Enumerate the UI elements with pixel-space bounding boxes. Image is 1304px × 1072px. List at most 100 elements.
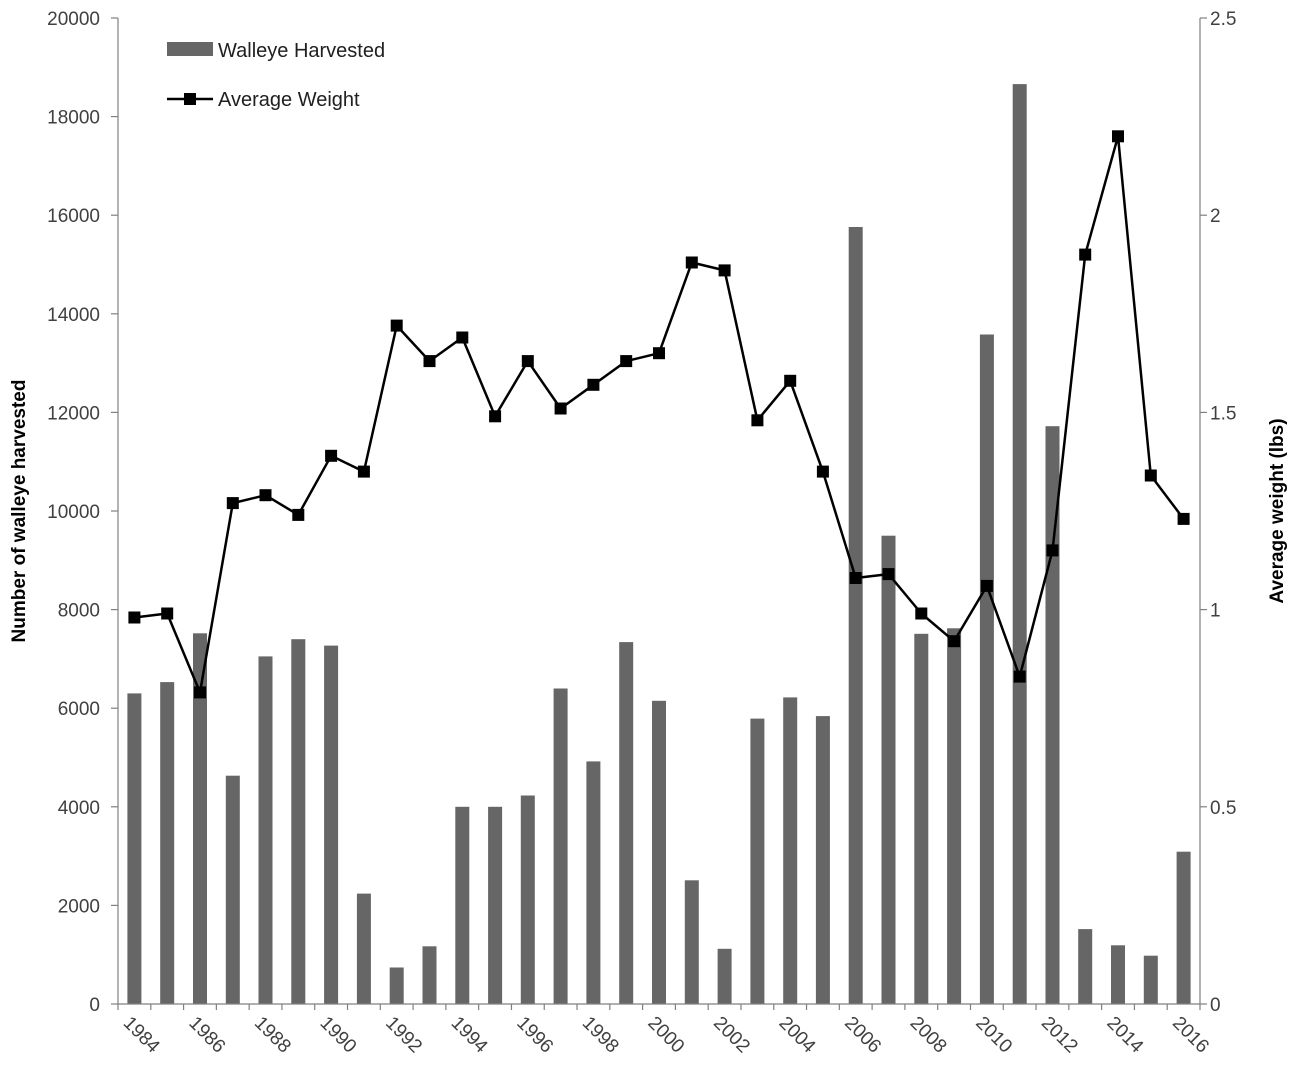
weight-point-1986 <box>194 686 206 699</box>
x-tick-label: 2008 <box>906 1013 951 1058</box>
x-tick-label: 1988 <box>250 1013 295 1058</box>
weight-point-2005 <box>816 465 829 478</box>
y-tick-label: 20000 <box>47 9 100 30</box>
y-tick-label: 18000 <box>47 108 100 129</box>
bar-1991 <box>356 893 371 1004</box>
x-tick-label: 1986 <box>184 1013 229 1058</box>
x-tick-label: 1984 <box>119 1013 164 1058</box>
weight-point-1989 <box>292 508 305 521</box>
x-tick-label: 1998 <box>578 1013 623 1058</box>
y2-axis-title: Average weight (lbs) <box>1267 418 1288 603</box>
bar-1999 <box>619 642 634 1004</box>
x-tick-label: 2004 <box>775 1013 820 1058</box>
legend-label-weight: Average Weight <box>218 89 360 111</box>
weight-point-1987 <box>226 497 239 510</box>
x-tick-label: 2016 <box>1168 1013 1213 1058</box>
bar-1985 <box>160 682 175 1004</box>
weight-point-2002 <box>718 264 731 277</box>
x-tick-label: 2002 <box>709 1013 754 1058</box>
bar-1987 <box>225 775 240 1004</box>
x-tick-label: 1990 <box>316 1013 361 1058</box>
weight-point-2009 <box>948 635 961 648</box>
bar-2009 <box>947 628 962 1004</box>
bars-layer <box>127 84 1191 1005</box>
bar-1995 <box>488 806 503 1004</box>
axes-layer <box>111 17 1207 1010</box>
bar-2004 <box>783 697 798 1004</box>
bar-2012 <box>1045 426 1060 1004</box>
y2-tick-label: 2.5 <box>1210 9 1236 30</box>
weight-point-1991 <box>357 465 370 478</box>
weight-point-2003 <box>751 414 764 427</box>
y-tick-label: 16000 <box>47 206 100 227</box>
y2-tick-label: 2 <box>1210 206 1221 227</box>
weight-point-2008 <box>915 607 928 620</box>
legend-swatch-marker <box>184 93 196 105</box>
legend: Walleye Harvested Average Weight <box>167 40 385 111</box>
x-tick-label: 1994 <box>447 1013 492 1058</box>
bar-2011 <box>1012 84 1027 1005</box>
y-tick-label: 0 <box>89 995 100 1016</box>
bar-2003 <box>750 718 765 1004</box>
weight-point-1993 <box>423 355 436 368</box>
weight-point-1997 <box>554 402 567 415</box>
y-tick-label: 4000 <box>58 798 100 819</box>
weight-point-2001 <box>685 256 698 269</box>
weight-point-1990 <box>325 449 338 462</box>
weight-point-2015 <box>1144 469 1157 482</box>
line-layer <box>128 130 1190 699</box>
bar-1986 <box>193 633 207 1004</box>
bar-2001 <box>684 880 699 1004</box>
weight-point-1996 <box>521 355 534 368</box>
x-tick-label: 2006 <box>840 1013 885 1058</box>
bar-2014 <box>1111 945 1125 1004</box>
weight-point-2014 <box>1112 130 1124 143</box>
y-tick-label: 6000 <box>58 699 100 720</box>
y-tick-label: 8000 <box>58 601 100 622</box>
bar-1998 <box>586 761 601 1004</box>
weight-point-2016 <box>1177 512 1190 525</box>
weight-point-2011 <box>1013 670 1026 683</box>
weight-point-1985 <box>161 607 174 620</box>
x-tick-label: 2012 <box>1037 1013 1082 1058</box>
bar-1997 <box>553 688 568 1004</box>
weight-point-2007 <box>882 568 895 581</box>
bar-1990 <box>324 645 339 1004</box>
y-axis-title: Number of walleye harvested <box>9 380 30 643</box>
x-tick-label: 1996 <box>512 1013 557 1058</box>
bar-2006 <box>848 227 863 1004</box>
weight-point-1995 <box>489 410 502 423</box>
bar-2007 <box>881 535 896 1004</box>
weight-point-2012 <box>1046 544 1059 557</box>
x-tick-label: 1992 <box>381 1013 426 1058</box>
bar-1989 <box>291 639 306 1004</box>
y-tick-label: 2000 <box>58 896 100 917</box>
weight-point-1992 <box>390 319 403 332</box>
bar-1988 <box>258 656 273 1004</box>
x-tick-label: 2000 <box>643 1013 688 1058</box>
y2-tick-label: 0 <box>1210 995 1221 1016</box>
y2-tick-label: 1 <box>1210 601 1221 622</box>
weight-point-2004 <box>784 374 797 387</box>
bar-1993 <box>422 946 437 1004</box>
bar-2013 <box>1078 929 1093 1004</box>
weight-point-1984 <box>128 611 141 624</box>
bar-1994 <box>455 806 470 1004</box>
legend-swatch-bar <box>167 42 213 56</box>
y2-tick-label: 0.5 <box>1210 798 1236 819</box>
bar-1992 <box>389 967 404 1004</box>
bar-2010 <box>979 334 994 1004</box>
y-tick-label: 10000 <box>47 502 100 523</box>
y-tick-label: 12000 <box>47 403 100 424</box>
weight-point-1988 <box>259 489 272 502</box>
bar-2016 <box>1176 851 1191 1004</box>
weight-point-2000 <box>653 347 665 360</box>
legend-label-harvested: Walleye Harvested <box>218 40 385 62</box>
y2-tick-label: 1.5 <box>1210 403 1236 424</box>
bar-1984 <box>127 693 142 1004</box>
bar-2015 <box>1143 955 1158 1004</box>
bar-2005 <box>815 716 830 1004</box>
y-tick-label: 14000 <box>47 305 100 326</box>
bar-2008 <box>914 633 929 1004</box>
